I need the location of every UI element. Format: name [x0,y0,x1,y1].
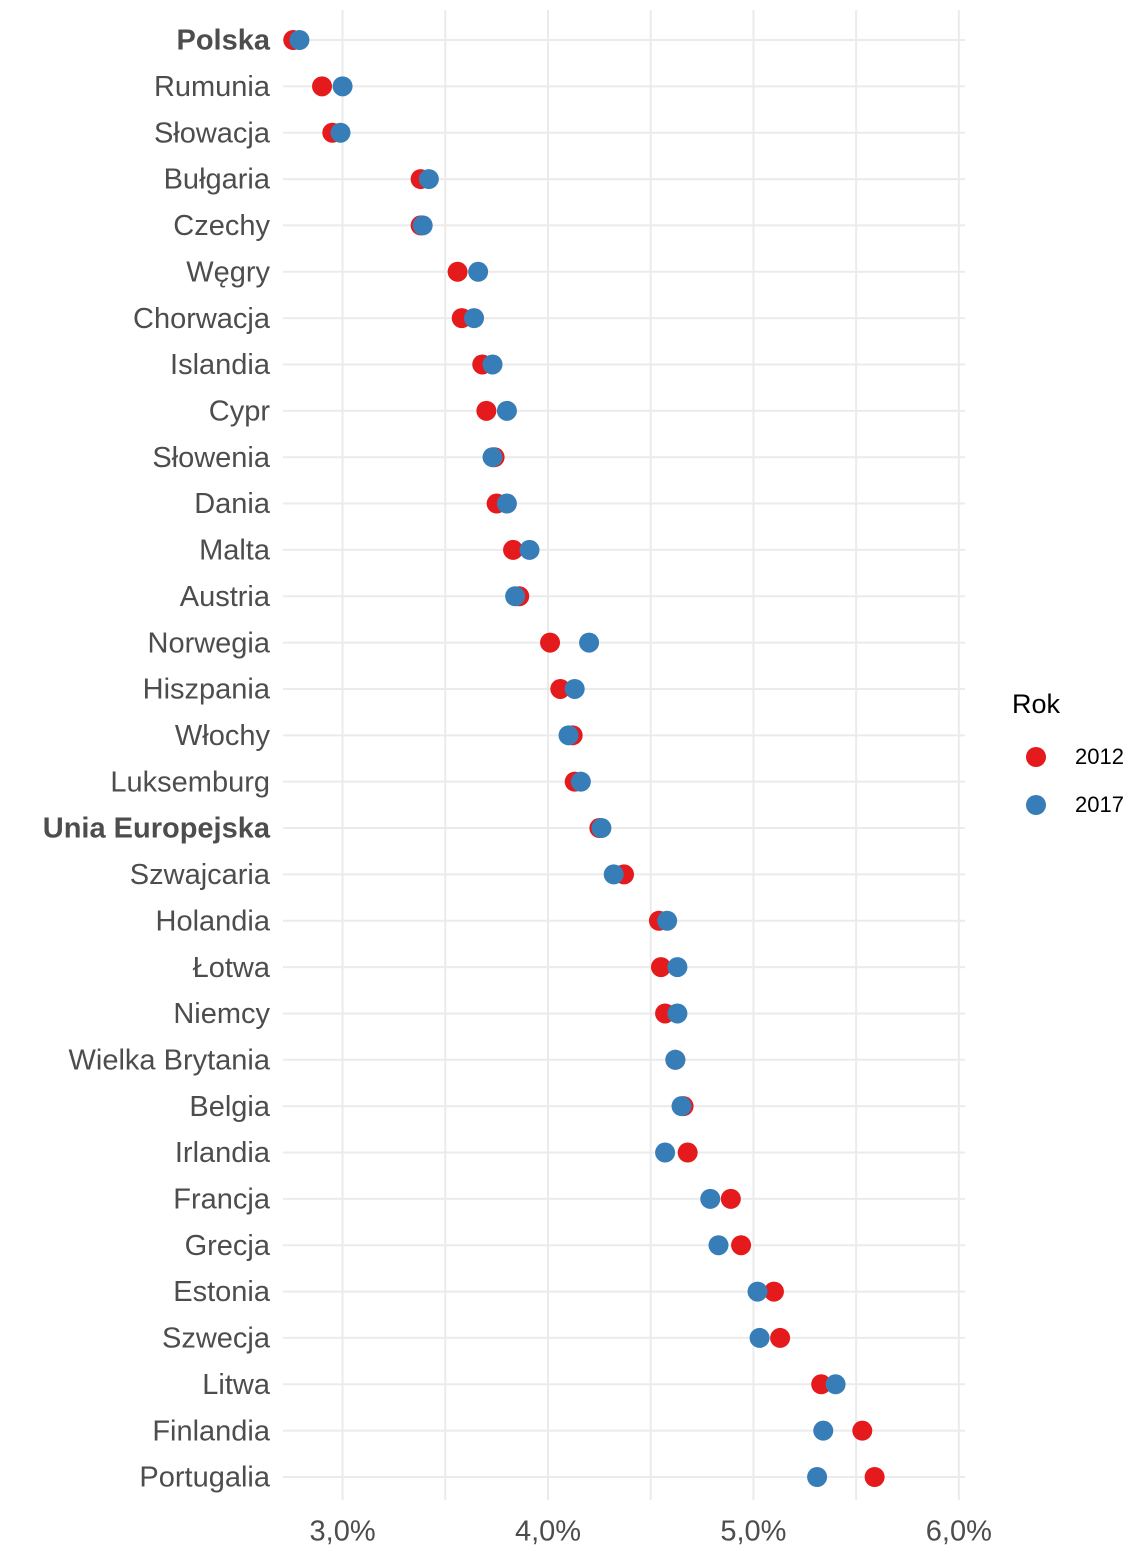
dot [412,215,433,236]
y-tick-label: Czechy [173,210,270,242]
dot [825,1374,846,1395]
y-tick-label: Malta [199,535,271,567]
y-tick-label: Słowacja [154,117,271,149]
y-tick-label: Islandia [170,349,271,381]
dot [852,1420,873,1441]
dot [667,1003,688,1024]
dot [418,169,439,190]
y-tick-label: Szwecja [162,1323,271,1355]
dot [770,1327,791,1348]
legend-label: 2017 [1075,792,1124,817]
dot [496,493,517,514]
dot [591,818,612,839]
legend-marker [1026,747,1046,767]
y-tick-label: Węgry [186,256,270,288]
legend-label: 2012 [1075,744,1124,769]
y-tick-label: Portugalia [139,1462,270,1494]
dot [330,122,351,143]
dot [476,400,497,421]
y-tick-label: Wielka Brytania [69,1044,271,1076]
y-tick-label: Bułgaria [164,164,271,196]
dot [747,1281,768,1302]
x-tick-label: 6,0% [926,1516,992,1548]
dot [564,678,585,699]
y-tick-label: Austria [180,581,271,613]
dot [519,539,540,560]
dot [579,632,600,653]
dot [665,1049,686,1070]
y-tick-label: Włochy [175,720,271,752]
dot [505,586,526,607]
dot [496,400,517,421]
legend-title: Rok [1012,689,1061,719]
y-tick-label: Unia Europejska [43,813,271,845]
dot [708,1235,729,1256]
dot [811,1374,832,1395]
y-tick-label: Holandia [156,905,271,937]
dot [312,76,333,97]
dot [671,1096,692,1117]
dot [482,447,503,468]
x-tick-label: 4,0% [515,1516,581,1548]
y-tick-label: Niemcy [173,998,270,1030]
dot [667,957,688,978]
dot [289,30,310,50]
dot [540,632,561,653]
dot [720,1188,741,1209]
y-tick-label: Łotwa [193,952,271,984]
dot [731,1235,752,1256]
y-tick-label: Norwegia [148,627,271,659]
y-tick-label: Szwajcaria [130,859,271,891]
y-tick-label: Litwa [202,1369,271,1401]
dot [807,1467,828,1487]
y-tick-label: Słowenia [152,442,271,474]
dot [468,261,489,282]
dot [813,1420,834,1441]
y-tick-label: Cypr [209,395,271,427]
dot [558,725,579,746]
dot [749,1327,770,1348]
dot [464,308,485,329]
dot [482,354,503,375]
y-tick-label: Finlandia [152,1415,271,1447]
dot [657,910,678,931]
y-tick-label: Hiszpania [143,674,271,706]
dot [332,76,353,97]
y-tick-label: Francja [173,1184,271,1216]
dot [447,261,468,282]
dot [655,1142,676,1163]
y-tick-label: Dania [194,488,271,520]
y-tick-label: Grecja [185,1230,271,1262]
legend-marker [1026,795,1046,815]
dot [677,1142,698,1163]
dot [650,957,671,978]
y-tick-label: Polska [177,25,271,57]
x-tick-label: 3,0% [310,1516,376,1548]
y-tick-label: Estonia [173,1276,271,1308]
dot [550,678,571,699]
dot [503,539,524,560]
dot [763,1281,784,1302]
dot [570,771,591,792]
dot [864,1467,885,1487]
dot [700,1188,721,1209]
y-tick-label: Belgia [189,1091,270,1123]
y-tick-label: Luksemburg [110,766,270,798]
y-tick-label: Rumunia [154,71,271,103]
x-tick-label: 5,0% [720,1516,786,1548]
dot [603,864,624,885]
y-tick-label: Chorwacja [133,303,271,335]
y-tick-label: Irlandia [175,1137,271,1169]
